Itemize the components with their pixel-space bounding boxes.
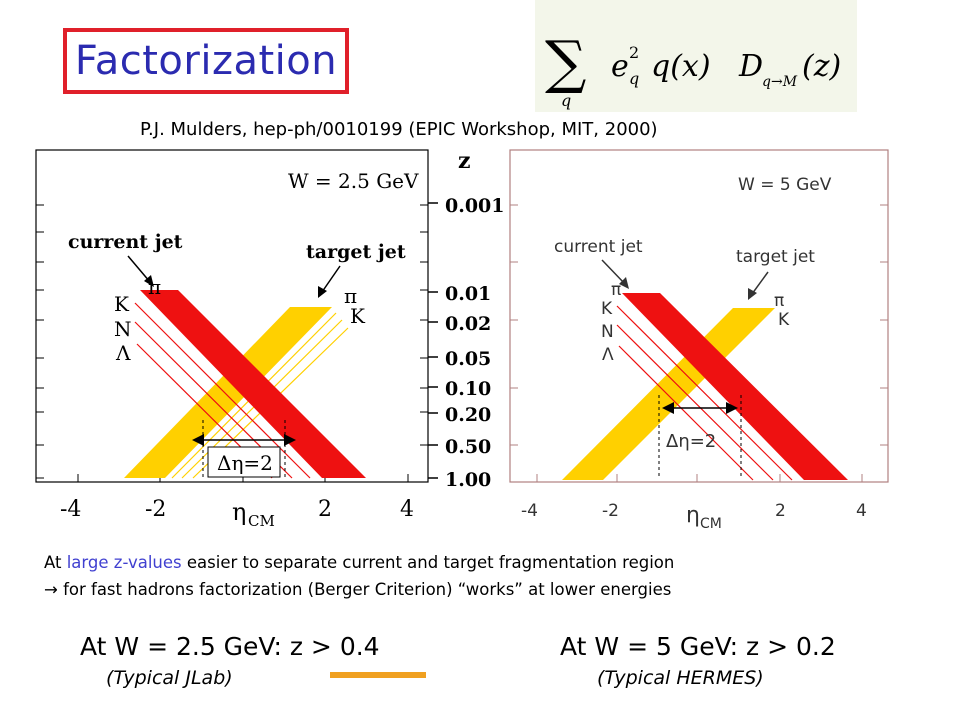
formula-panel: ∑ q e q 2 q(x) D q→M (z) <box>535 0 857 112</box>
right-hadron-k: K <box>601 299 613 319</box>
note-line-1-prefix: At <box>44 553 67 572</box>
left-xtick-m2: -2 <box>145 497 166 522</box>
z-axis-label: z <box>458 148 471 174</box>
right-target-jet-label: target jet <box>736 247 815 267</box>
right-k-target: K <box>778 310 790 330</box>
left-current-band <box>140 290 366 478</box>
right-xtick-m4: -4 <box>521 501 538 521</box>
right-hadron-lambda: Λ <box>602 345 614 365</box>
jet-diagram: Δη=2 W = 2.5 GeV current jet target jet … <box>35 148 889 532</box>
left-xtick-4: 4 <box>400 497 414 522</box>
conclusion-left: At W = 2.5 GeV: z > 0.4 <box>80 632 380 661</box>
right-xtick-m2: -2 <box>602 501 619 521</box>
right-hadron-n: N <box>601 322 614 342</box>
citation: P.J. Mulders, hep-ph/0010199 (EPIC Works… <box>140 119 658 140</box>
z-tick-002: 0.02 <box>445 313 491 335</box>
left-current-pointer-head <box>144 275 154 287</box>
left-w-label: W = 2.5 GeV <box>288 169 419 193</box>
page-title: Factorization <box>74 38 338 84</box>
left-current-jet-label: current jet <box>68 231 183 253</box>
right-pi-target: π <box>774 291 784 311</box>
right-delta-arrowhead-r <box>726 402 738 414</box>
right-pi-current: π <box>611 280 621 300</box>
title-box: Factorization <box>63 28 349 94</box>
z-tick-0001: 0.001 <box>445 195 505 217</box>
left-target-pointer <box>321 265 341 293</box>
right-delta-label: Δη=2 <box>666 431 716 452</box>
formula-e-sup: 2 <box>629 43 639 62</box>
z-axis-ticks <box>428 202 438 479</box>
left-frame <box>35 149 429 483</box>
right-target-band <box>562 308 775 480</box>
conclusion-right: At W = 5 GeV: z > 0.2 <box>560 632 836 661</box>
left-target-pointer-head <box>318 286 327 298</box>
formula-q-of-x: q(x) <box>651 49 711 84</box>
z-tick-005: 0.05 <box>445 348 491 370</box>
left-x-label: η <box>232 498 246 526</box>
note-line-2: → for fast hadrons factorization (Berger… <box>44 580 671 599</box>
z-threshold-underline <box>330 672 426 678</box>
right-delta-dashes <box>658 395 742 478</box>
right-ticks <box>510 204 888 482</box>
formula-svg: ∑ q e q 2 q(x) D q→M (z) <box>545 28 841 110</box>
z-axis: z 0.001 0.01 0.02 0.05 0.10 0.20 0.50 1.… <box>428 148 505 491</box>
note-line-1-suffix: easier to separate current and target fr… <box>181 553 675 572</box>
right-delta-arrowhead-l <box>662 402 674 414</box>
formula-e: e <box>611 49 629 84</box>
formula-D-arg: (z) <box>802 49 841 84</box>
note-highlight: large z-values <box>66 553 182 572</box>
left-xtick-m4: -4 <box>60 497 81 522</box>
left-target-band <box>124 307 332 478</box>
z-tick-100: 1.00 <box>445 469 491 491</box>
left-delta-box <box>207 446 281 478</box>
conclusion-right-sub: (Typical HERMES) <box>597 667 764 689</box>
right-panel: Δη=2 W = 5 GeV current jet target jet π … <box>509 149 889 532</box>
left-k-target: K <box>350 304 366 328</box>
left-hadron-n: N <box>114 317 132 341</box>
right-current-jet-label: current jet <box>554 237 643 257</box>
right-xtick-2: 2 <box>775 501 786 521</box>
conclusion-left-sub: (Typical JLab) <box>106 667 233 689</box>
formula-index: q <box>561 91 571 110</box>
right-target-pointer-head <box>748 288 757 300</box>
left-pi-current: π <box>148 275 161 299</box>
left-delta-arrowhead-l <box>192 434 204 446</box>
left-delta-label: Δη=2 <box>217 451 273 475</box>
left-pi-target: π <box>344 284 357 308</box>
left-xtick-2: 2 <box>318 497 332 522</box>
left-delta-arrowhead-r <box>284 434 296 446</box>
right-x-label-sub: CM <box>700 516 722 532</box>
right-current-pointer-head <box>619 277 629 289</box>
formula-D-sub: q→M <box>762 74 798 90</box>
z-tick-010: 0.10 <box>445 378 491 400</box>
note-line-2-text: for fast hadrons factorization (Berger C… <box>57 580 672 599</box>
right-frame <box>509 149 889 483</box>
arrow-right-icon: → <box>44 580 58 599</box>
right-w-label: W = 5 GeV <box>738 175 832 195</box>
formula-e-sub: q <box>629 69 639 88</box>
z-tick-050: 0.50 <box>445 436 491 458</box>
left-target-jet-label: target jet <box>306 241 406 263</box>
right-target-pointer <box>751 271 769 295</box>
right-xtick-4: 4 <box>856 501 867 521</box>
z-tick-020: 0.20 <box>445 404 491 426</box>
right-current-lines <box>616 305 793 481</box>
left-delta-dashes <box>202 420 286 478</box>
z-tick-001: 0.01 <box>445 283 491 305</box>
formula-D: D <box>738 49 763 84</box>
right-current-band <box>622 293 848 480</box>
note-line-1: At large z-values easier to separate cur… <box>44 553 674 572</box>
left-x-label-sub: CM <box>248 512 275 530</box>
left-current-pointer <box>127 255 151 283</box>
right-x-label: η <box>686 503 700 528</box>
left-panel: Δη=2 W = 2.5 GeV current jet target jet … <box>35 149 429 530</box>
left-hadron-k: K <box>114 292 130 316</box>
right-current-pointer <box>601 259 626 285</box>
left-hadron-lambda: Λ <box>115 341 131 365</box>
formula-sum: ∑ <box>545 28 586 96</box>
